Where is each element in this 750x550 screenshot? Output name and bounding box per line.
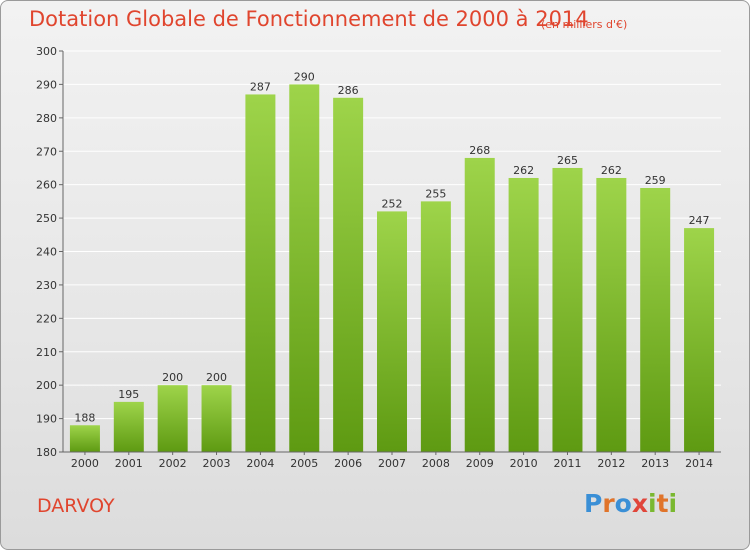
x-tick-label: 2009 <box>466 457 494 470</box>
bar <box>201 385 232 452</box>
x-tick-label: 2003 <box>203 457 231 470</box>
x-tick-label: 2005 <box>290 457 318 470</box>
bar <box>596 177 627 452</box>
logo-letter: r <box>602 489 615 518</box>
bars <box>69 84 715 453</box>
bar <box>377 211 407 452</box>
x-tick-label: 2004 <box>246 457 274 470</box>
bar-value-label: 200 <box>162 371 183 384</box>
commune-name: DARVOY <box>37 495 115 517</box>
bar <box>684 228 715 452</box>
y-tick-label: 280 <box>36 112 57 125</box>
y-tick-label: 270 <box>36 145 57 158</box>
bar-value-label: 265 <box>557 154 578 167</box>
x-tick-label: 2010 <box>510 457 538 470</box>
y-tick-label: 200 <box>36 379 57 392</box>
bar <box>289 84 320 453</box>
bar-value-label: 200 <box>206 371 227 384</box>
bar <box>157 385 188 452</box>
proxiti-logo: Proxiti <box>584 489 677 518</box>
bar-value-label: 252 <box>382 197 403 210</box>
logo-letter: o <box>614 489 632 518</box>
bar <box>508 177 539 452</box>
x-tick-label: 2002 <box>159 457 187 470</box>
bar-value-label: 290 <box>294 70 315 83</box>
bar-value-label: 287 <box>250 80 271 93</box>
logo-letter: i <box>648 489 657 518</box>
bar-value-label: 262 <box>513 164 534 177</box>
y-tick-label: 290 <box>36 78 57 91</box>
y-tick-label: 210 <box>36 346 57 359</box>
x-tick-label: 2007 <box>378 457 406 470</box>
y-tick-label: 180 <box>36 446 57 459</box>
bar-value-label: 188 <box>74 411 95 424</box>
x-tick-label: 2000 <box>71 457 99 470</box>
bar-value-label: 255 <box>425 187 446 200</box>
bar <box>464 157 495 452</box>
bar-value-label: 247 <box>689 214 710 227</box>
bar-value-label: 195 <box>118 388 139 401</box>
labels: 180 190 200 210 220 230 240 250 260 270 280 290 300 1… <box>36 45 713 470</box>
y-tick-label: 250 <box>36 212 57 225</box>
x-tick-label: 2014 <box>685 457 713 470</box>
bar <box>69 425 100 452</box>
bar-value-label: 259 <box>645 174 666 187</box>
bar <box>113 401 144 452</box>
y-tick-label: 260 <box>36 179 57 192</box>
x-tick-label: 2011 <box>553 457 581 470</box>
x-tick-label: 2008 <box>422 457 450 470</box>
chart-title: Dotation Globale de Fonctionnement de 20… <box>29 7 589 31</box>
bar-value-label: 262 <box>601 164 622 177</box>
y-tick-label: 220 <box>36 312 57 325</box>
x-tick-label: 2013 <box>641 457 669 470</box>
axes <box>59 50 721 455</box>
x-tick-label: 2001 <box>115 457 143 470</box>
bar-value-label: 286 <box>338 84 359 97</box>
y-tick-label: 190 <box>36 413 57 426</box>
bar <box>552 167 583 453</box>
logo-letter: t <box>656 489 669 518</box>
bar <box>420 201 451 452</box>
x-tick-label: 2006 <box>334 457 362 470</box>
y-tick-label: 240 <box>36 246 57 259</box>
bar-value-label: 268 <box>469 144 490 157</box>
y-tick-label: 230 <box>36 279 57 292</box>
bar <box>333 97 364 453</box>
chart-subtitle: (en milliers d'€) <box>541 18 628 31</box>
logo-letter: x <box>631 489 648 518</box>
bar <box>640 188 671 452</box>
logo-letter: P <box>584 489 603 518</box>
x-tick-label: 2012 <box>597 457 625 470</box>
y-tick-label: 300 <box>36 45 57 58</box>
logo-letter: i <box>668 489 678 518</box>
bar <box>245 94 276 453</box>
